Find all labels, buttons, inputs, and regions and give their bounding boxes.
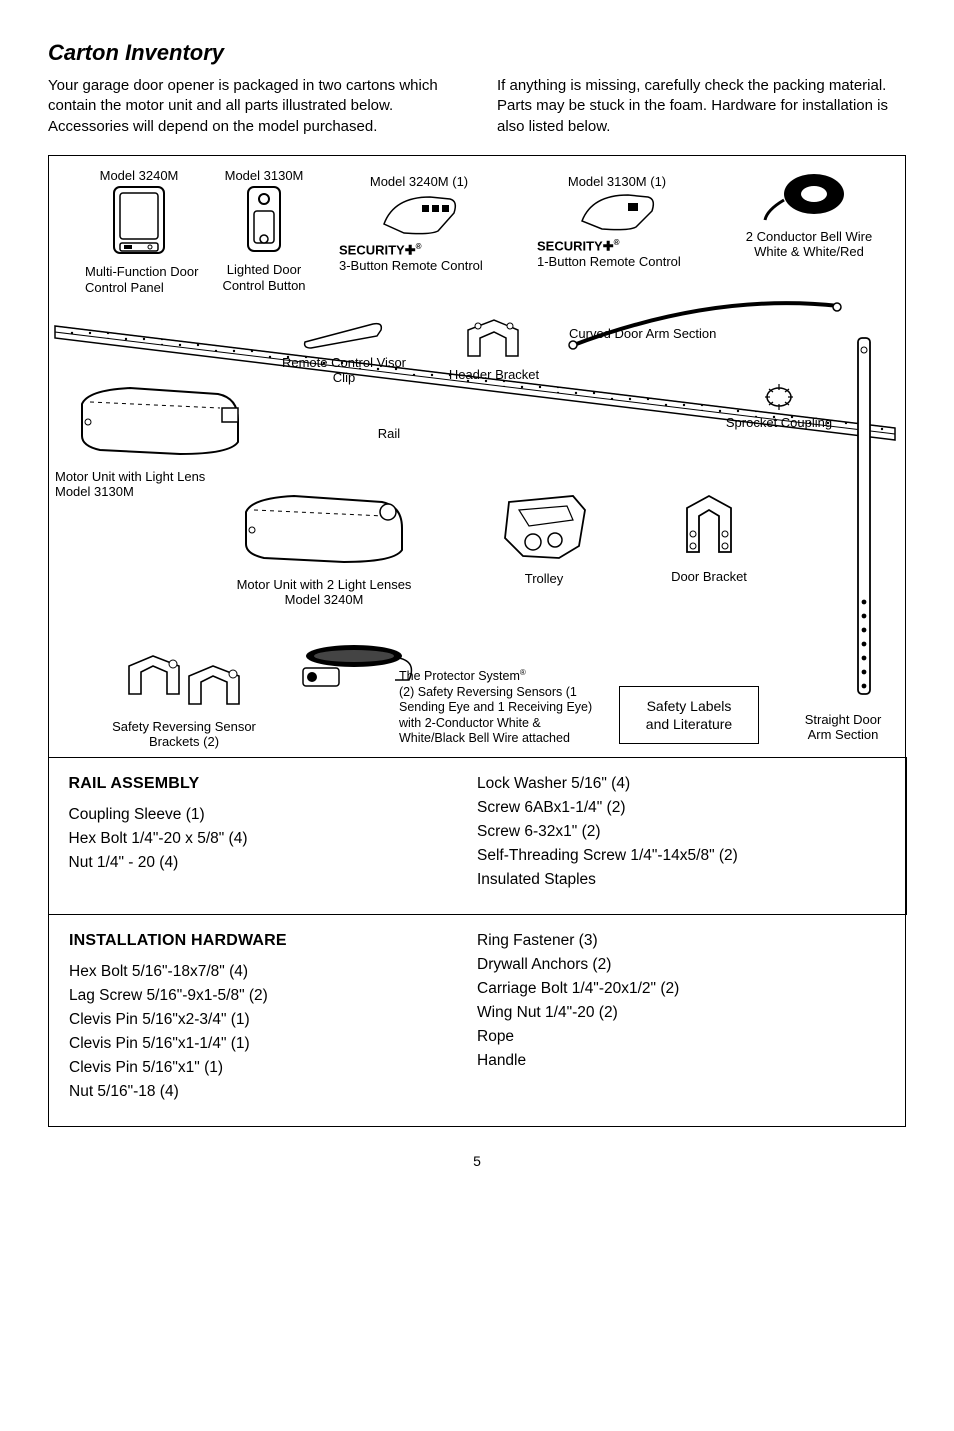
part-model-3240m: Model 3240M Multi-Function Door Control …	[79, 168, 199, 296]
header-bracket-caption: Header Bracket	[429, 367, 559, 383]
hardware-left-col: RAIL ASSEMBLY Coupling Sleeve (1) Hex Bo…	[69, 772, 478, 892]
wire-coil-icon	[759, 170, 859, 226]
safety-labels-line2: and Literature	[632, 715, 746, 733]
straight-arm-icon	[814, 332, 878, 702]
part-visor-clip: Remote Control Visor Clip	[279, 318, 409, 386]
remote-3240m-title: Model 3240M (1)	[339, 174, 499, 190]
part-motor-3130m: Motor Unit with Light Lens Model 3130M	[55, 376, 265, 500]
install-right-4: Insulated Staples	[477, 868, 886, 892]
install-right-9: Rope	[477, 1025, 885, 1049]
install-right-3: Self-Threading Screw 1/4"-14x5/8" (2)	[477, 844, 886, 868]
part-protector-system: The Protector System® (2) Safety Reversi…	[299, 640, 579, 692]
straight-arm-caption1: Straight Door	[789, 712, 897, 728]
install-left-3: Clevis Pin 5/16"x1-1/4" (1)	[69, 1032, 477, 1056]
model-3130m-label: Model 3130M	[209, 168, 319, 184]
door-button-caption: Lighted Door Control Button	[209, 262, 319, 293]
protector-title: The Protector System®	[399, 668, 599, 685]
motor-3240m-caption1: Motor Unit with 2 Light Lenses	[209, 577, 439, 593]
hardware-right-col-top: Lock Washer 5/16" (4) Screw 6ABx1-1/4" (…	[477, 772, 886, 892]
sensor-brackets-caption: Safety Reversing Sensor Brackets (2)	[89, 719, 279, 750]
install-left-2: Clevis Pin 5/16"x2-3/4" (1)	[69, 1008, 477, 1032]
install-right-7: Carriage Bolt 1/4"-20x1/2" (2)	[477, 977, 885, 1001]
trolley-caption: Trolley	[469, 571, 619, 587]
part-model-3130m: Model 3130M Lighted Door Control Button	[209, 168, 319, 294]
protector-desc: (2) Safety Reversing Sensors (1 Sending …	[399, 685, 599, 748]
part-motor-3240m: Motor Unit with 2 Light Lenses Model 324…	[209, 484, 439, 608]
hardware-panel-lower: INSTALLATION HARDWARE Hex Bolt 5/16"-18x…	[48, 915, 906, 1127]
model-3240m-label: Model 3240M	[79, 168, 199, 184]
motor-3240m-caption2: Model 3240M	[209, 592, 439, 608]
part-trolley: Trolley	[469, 486, 619, 587]
door-bracket-caption: Door Bracket	[639, 569, 779, 585]
intro-left: Your garage door opener is packaged in t…	[48, 76, 457, 137]
diagram-container: Model 3240M Multi-Function Door Control …	[48, 155, 906, 915]
safety-labels-box: Safety Labels and Literature	[619, 686, 759, 744]
part-remote-3130m: Model 3130M (1) SECURITY✚® 1-Button Remo…	[537, 174, 697, 270]
motor-3240m-icon	[234, 484, 414, 574]
door-button-icon	[242, 183, 286, 259]
install-left-1: Lag Screw 5/16"-9x1-5/8" (2)	[69, 984, 477, 1008]
wire-caption-1: 2 Conductor Bell Wire	[729, 229, 889, 245]
rail-item-1: Hex Bolt 1/4"-20 x 5/8" (4)	[69, 827, 478, 851]
intro-row: Your garage door opener is packaged in t…	[48, 76, 906, 137]
part-door-bracket: Door Bracket	[639, 486, 779, 585]
remote-3btn-icon	[374, 189, 464, 239]
visor-clip-icon	[299, 318, 389, 352]
trolley-icon	[489, 486, 599, 568]
remote-3btn-caption: 3-Button Remote Control	[339, 258, 499, 274]
door-bracket-icon	[669, 486, 749, 566]
safety-labels-line1: Safety Labels	[632, 697, 746, 715]
remote-1btn-caption: 1-Button Remote Control	[537, 254, 697, 270]
straight-arm-caption2: Arm Section	[789, 727, 897, 743]
install-left-0: Hex Bolt 5/16"-18x7/8" (4)	[69, 960, 477, 984]
install-right-6: Drywall Anchors (2)	[477, 953, 885, 977]
visor-clip-caption: Remote Control Visor Clip	[279, 355, 409, 386]
hardware-lower-right: Ring Fastener (3) Drywall Anchors (2) Ca…	[477, 929, 885, 1104]
install-right-1: Screw 6ABx1-1/4" (2)	[477, 796, 886, 820]
install-right-0: Lock Washer 5/16" (4)	[477, 772, 886, 796]
hardware-lower-left: INSTALLATION HARDWARE Hex Bolt 5/16"-18x…	[69, 929, 477, 1104]
control-panel-icon	[104, 183, 174, 261]
install-right-5: Ring Fastener (3)	[477, 929, 885, 953]
header-bracket-icon	[458, 314, 530, 364]
remote-3130m-title: Model 3130M (1)	[537, 174, 697, 190]
install-left-5: Nut 5/16"-18 (4)	[69, 1080, 477, 1104]
page-number: 5	[48, 1153, 906, 1169]
rail-label: Rail	[349, 426, 429, 442]
motor-3130m-caption1: Motor Unit with Light Lens	[55, 469, 265, 485]
install-right-2: Screw 6-32x1" (2)	[477, 820, 886, 844]
part-header-bracket: Header Bracket	[429, 314, 559, 383]
rail-caption: Rail	[349, 426, 429, 442]
part-remote-3240m: Model 3240M (1) SECURITY✚® 3-Button Remo…	[339, 174, 499, 274]
hardware-panel: RAIL ASSEMBLY Coupling Sleeve (1) Hex Bo…	[48, 757, 907, 915]
part-bell-wire: 2 Conductor Bell Wire White & White/Red	[729, 170, 889, 260]
motor-3130m-icon	[70, 376, 250, 466]
intro-right: If anything is missing, carefully check …	[497, 76, 906, 137]
rail-assembly-heading: RAIL ASSEMBLY	[69, 772, 478, 797]
control-panel-caption: Multi-Function Door Control Panel	[85, 264, 199, 295]
wire-caption-2: White & White/Red	[729, 244, 889, 260]
page-title: Carton Inventory	[48, 40, 906, 66]
part-safety-labels: Safety Labels and Literature	[619, 686, 759, 744]
sprocket-icon	[761, 382, 797, 412]
install-right-10: Handle	[477, 1049, 885, 1073]
part-sensor-brackets: Safety Reversing Sensor Brackets (2)	[89, 646, 279, 750]
install-right-8: Wing Nut 1/4"-20 (2)	[477, 1001, 885, 1025]
straight-arm-label: Straight Door Arm Section	[789, 712, 897, 743]
install-hardware-heading: INSTALLATION HARDWARE	[69, 929, 477, 954]
part-straight-arm	[793, 332, 899, 705]
sensor-brackets-icon	[119, 646, 249, 716]
rail-item-0: Coupling Sleeve (1)	[69, 803, 478, 827]
part-curved-arm: Curved Door Arm Section	[569, 326, 719, 342]
install-left-4: Clevis Pin 5/16"x1" (1)	[69, 1056, 477, 1080]
rail-item-2: Nut 1/4" - 20 (4)	[69, 851, 478, 875]
security-plus-label-a: SECURITY✚®	[339, 242, 499, 258]
security-plus-label-b: SECURITY✚®	[537, 238, 697, 254]
remote-1btn-icon	[572, 189, 662, 235]
